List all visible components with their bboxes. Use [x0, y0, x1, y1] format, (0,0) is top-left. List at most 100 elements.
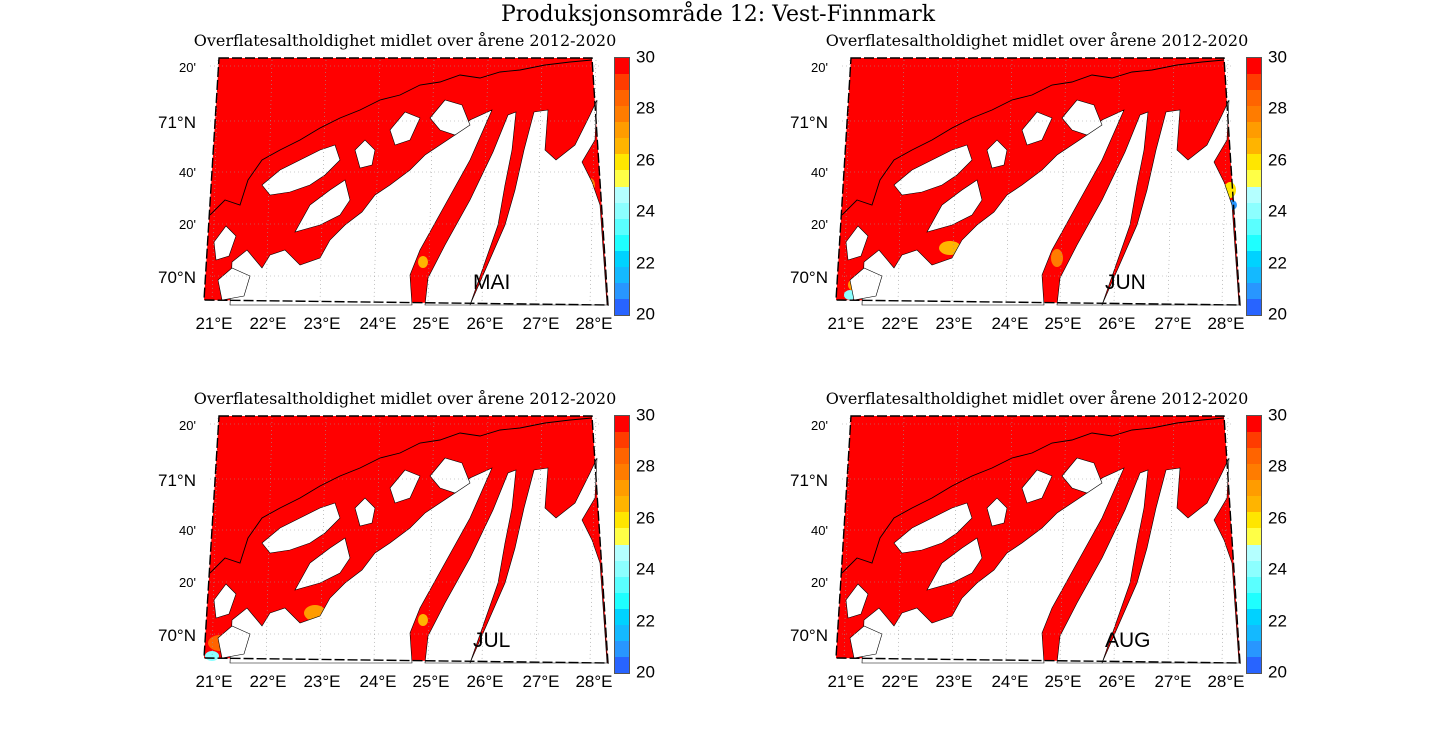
- grid-meridian: [265, 417, 273, 661]
- colorbar-tick-label: 30: [636, 405, 655, 425]
- grid-meridian: [1167, 417, 1175, 661]
- panel-title: Overflatesaltholdighet midlet over årene…: [193, 389, 617, 408]
- land-mass: [845, 583, 869, 619]
- colorbar: [1246, 57, 1262, 316]
- colorbar-tick-label: 22: [1268, 253, 1287, 273]
- production-area-boundary: [209, 417, 593, 574]
- longitude-label: 27°E: [522, 314, 560, 333]
- longitude-label: 24°E: [991, 314, 1029, 333]
- longitude-label: 26°E: [466, 314, 504, 333]
- grid-meridian: [589, 417, 597, 661]
- land-mass: [469, 457, 608, 664]
- colorbar-segment: [615, 592, 629, 609]
- longitude-label: 23°E: [303, 672, 341, 691]
- map-panel-jun: Overflatesaltholdighet midlet over årene…: [790, 28, 1287, 358]
- land-mass: [986, 139, 1008, 169]
- land-mass: [354, 497, 376, 527]
- colorbar-segment: [1247, 416, 1261, 433]
- colorbar-segment: [615, 90, 629, 107]
- colorbar-tick-label: 30: [1268, 47, 1287, 67]
- colorbar-tick-label: 24: [1268, 201, 1287, 221]
- grid-meridian: [481, 59, 489, 303]
- colorbar-segment: [615, 58, 629, 75]
- colorbar-tick-label: 28: [1268, 456, 1287, 476]
- grid-meridian: [481, 417, 489, 661]
- longitude-label: 27°E: [522, 672, 560, 691]
- colorbar: [1246, 415, 1262, 674]
- land-mass: [861, 109, 1125, 306]
- colorbar-segment: [615, 154, 629, 171]
- grid-meridian: [1059, 59, 1067, 303]
- colorbar-segment: [615, 186, 629, 203]
- land-mass: [861, 467, 1125, 664]
- longitude-label: 28°E: [575, 314, 613, 333]
- colorbar-tick-label: 24: [636, 559, 655, 579]
- colorbar-tick-label: 20: [636, 304, 655, 324]
- colorbar-segment: [1247, 74, 1261, 91]
- latitude-label: 20': [179, 418, 196, 433]
- land-mass: [845, 225, 869, 261]
- colorbar-segment: [615, 282, 629, 299]
- longitude-label: 25°E: [1044, 672, 1082, 691]
- land-mass: [893, 502, 973, 554]
- salinity-patch: [418, 256, 428, 268]
- colorbar-segment: [1247, 218, 1261, 235]
- longitude-label: 26°E: [466, 672, 504, 691]
- colorbar-tick-label: 30: [636, 47, 655, 67]
- grid-meridian: [951, 59, 959, 303]
- latitude-label: 20': [811, 575, 828, 590]
- colorbar-tick-label: 20: [636, 662, 655, 682]
- map-frame: [203, 415, 609, 664]
- land-mass: [1056, 469, 1149, 664]
- land-mass: [893, 144, 973, 196]
- latitude-label: 40': [811, 523, 828, 538]
- latitude-label: 20': [811, 60, 828, 75]
- land-mass: [261, 502, 341, 554]
- land-mass: [1101, 457, 1240, 664]
- longitude-label: 27°E: [1154, 314, 1192, 333]
- colorbar-segment: [615, 416, 629, 433]
- grid-meridian: [427, 59, 435, 303]
- grid-meridian: [589, 59, 597, 303]
- longitude-label: 28°E: [1207, 314, 1245, 333]
- month-label: JUN: [1105, 271, 1146, 294]
- colorbar-segment: [1247, 592, 1261, 609]
- colorbar-segment: [1247, 512, 1261, 529]
- latitude-label: 70°N: [790, 626, 828, 645]
- longitude-label: 23°E: [303, 314, 341, 333]
- grid-meridian: [897, 417, 905, 661]
- salinity-patch: [1051, 249, 1063, 267]
- land-mass: [354, 139, 376, 169]
- colorbar-segment: [615, 496, 629, 513]
- colorbar-segment: [615, 576, 629, 593]
- land-mass: [424, 111, 517, 306]
- colorbar-segment: [1247, 432, 1261, 449]
- latitude-label: 71°N: [790, 113, 828, 132]
- colorbar-segment: [1247, 282, 1261, 299]
- month-label: MAI: [473, 271, 511, 294]
- colorbar-segment: [1247, 448, 1261, 465]
- colorbar-segment: [615, 298, 629, 315]
- longitude-label: 25°E: [412, 314, 450, 333]
- colorbar-segment: [1247, 624, 1261, 641]
- longitude-label: 26°E: [1098, 672, 1136, 691]
- map-panel-aug: Overflatesaltholdighet midlet over årene…: [790, 386, 1287, 716]
- longitude-label: 25°E: [412, 672, 450, 691]
- grid-meridian: [265, 59, 273, 303]
- longitude-label: 24°E: [991, 672, 1029, 691]
- colorbar-tick-label: 22: [1268, 611, 1287, 631]
- longitude-label: 22°E: [249, 314, 287, 333]
- colorbar-segment: [1247, 528, 1261, 545]
- colorbar-segment: [1247, 106, 1261, 123]
- colorbar-tick-label: 26: [636, 150, 655, 170]
- longitude-label: 21°E: [827, 314, 865, 333]
- colorbar-tick-label: 20: [1268, 662, 1287, 682]
- land-mass: [229, 109, 493, 306]
- land-mass: [294, 179, 351, 233]
- latitude-label: 40': [811, 165, 828, 180]
- longitude-label: 24°E: [359, 314, 397, 333]
- colorbar-segment: [1247, 544, 1261, 561]
- latitude-label: 20': [179, 60, 196, 75]
- colorbar-segment: [615, 266, 629, 283]
- land-mass: [926, 537, 983, 591]
